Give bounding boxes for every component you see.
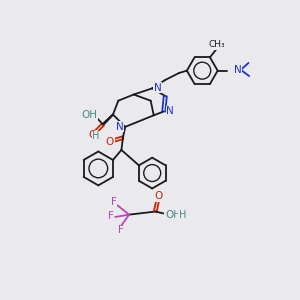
Text: F: F: [111, 196, 117, 206]
Text: H: H: [92, 131, 100, 141]
Text: N: N: [234, 65, 242, 75]
Text: CH₃: CH₃: [208, 40, 225, 50]
Text: N: N: [116, 122, 124, 132]
Text: OH: OH: [81, 110, 97, 120]
Text: O: O: [89, 130, 97, 140]
Text: N: N: [166, 106, 174, 116]
Text: O: O: [154, 191, 163, 201]
Text: O: O: [106, 137, 114, 147]
Text: N: N: [154, 82, 161, 93]
Text: F: F: [108, 211, 114, 221]
Text: OH: OH: [165, 210, 181, 220]
Text: F: F: [118, 225, 124, 235]
Text: H: H: [178, 210, 186, 220]
